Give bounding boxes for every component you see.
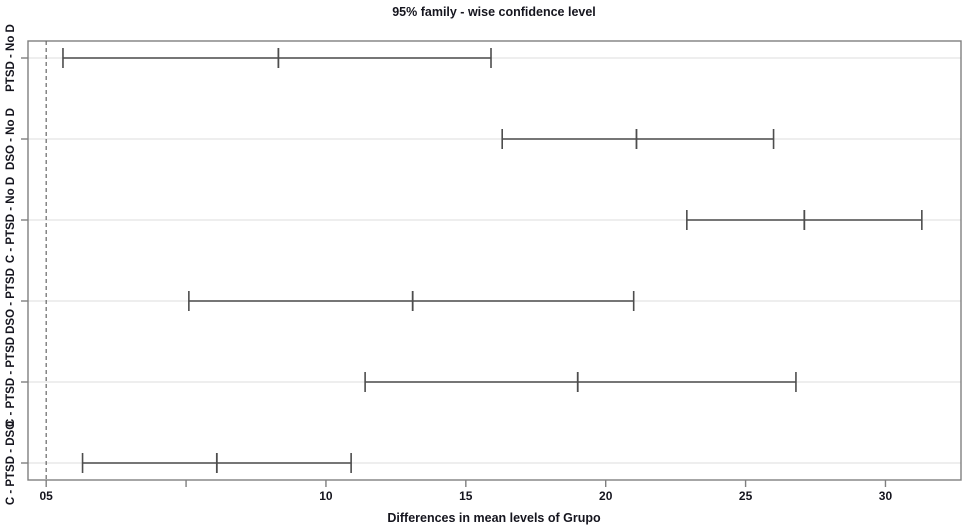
y-axis-label: C - PTSD - DSO xyxy=(5,420,17,506)
y-axis-label: DSO - No D xyxy=(5,108,17,170)
x-tick-label: 15 xyxy=(459,489,473,503)
plot-box xyxy=(27,40,962,481)
x-tick-label: 20 xyxy=(599,489,613,503)
x-tick-label: 25 xyxy=(738,489,753,503)
y-axis-label: C - PTSD - No D xyxy=(5,176,17,264)
y-axis-label: PTSD - No D xyxy=(5,24,17,92)
x-tick-label: 30 xyxy=(878,489,893,503)
x-axis-title: Differences in mean levels of Grupo xyxy=(387,511,601,525)
y-axis-label: C - PTSD - PTSD xyxy=(5,336,17,428)
x-tick-label: 10 xyxy=(319,489,333,503)
chart-title: 95% family - wise confidence level xyxy=(392,5,596,19)
x-tick-label: 05 xyxy=(39,489,53,503)
y-axis-label: DSO - PTSD xyxy=(5,268,17,334)
